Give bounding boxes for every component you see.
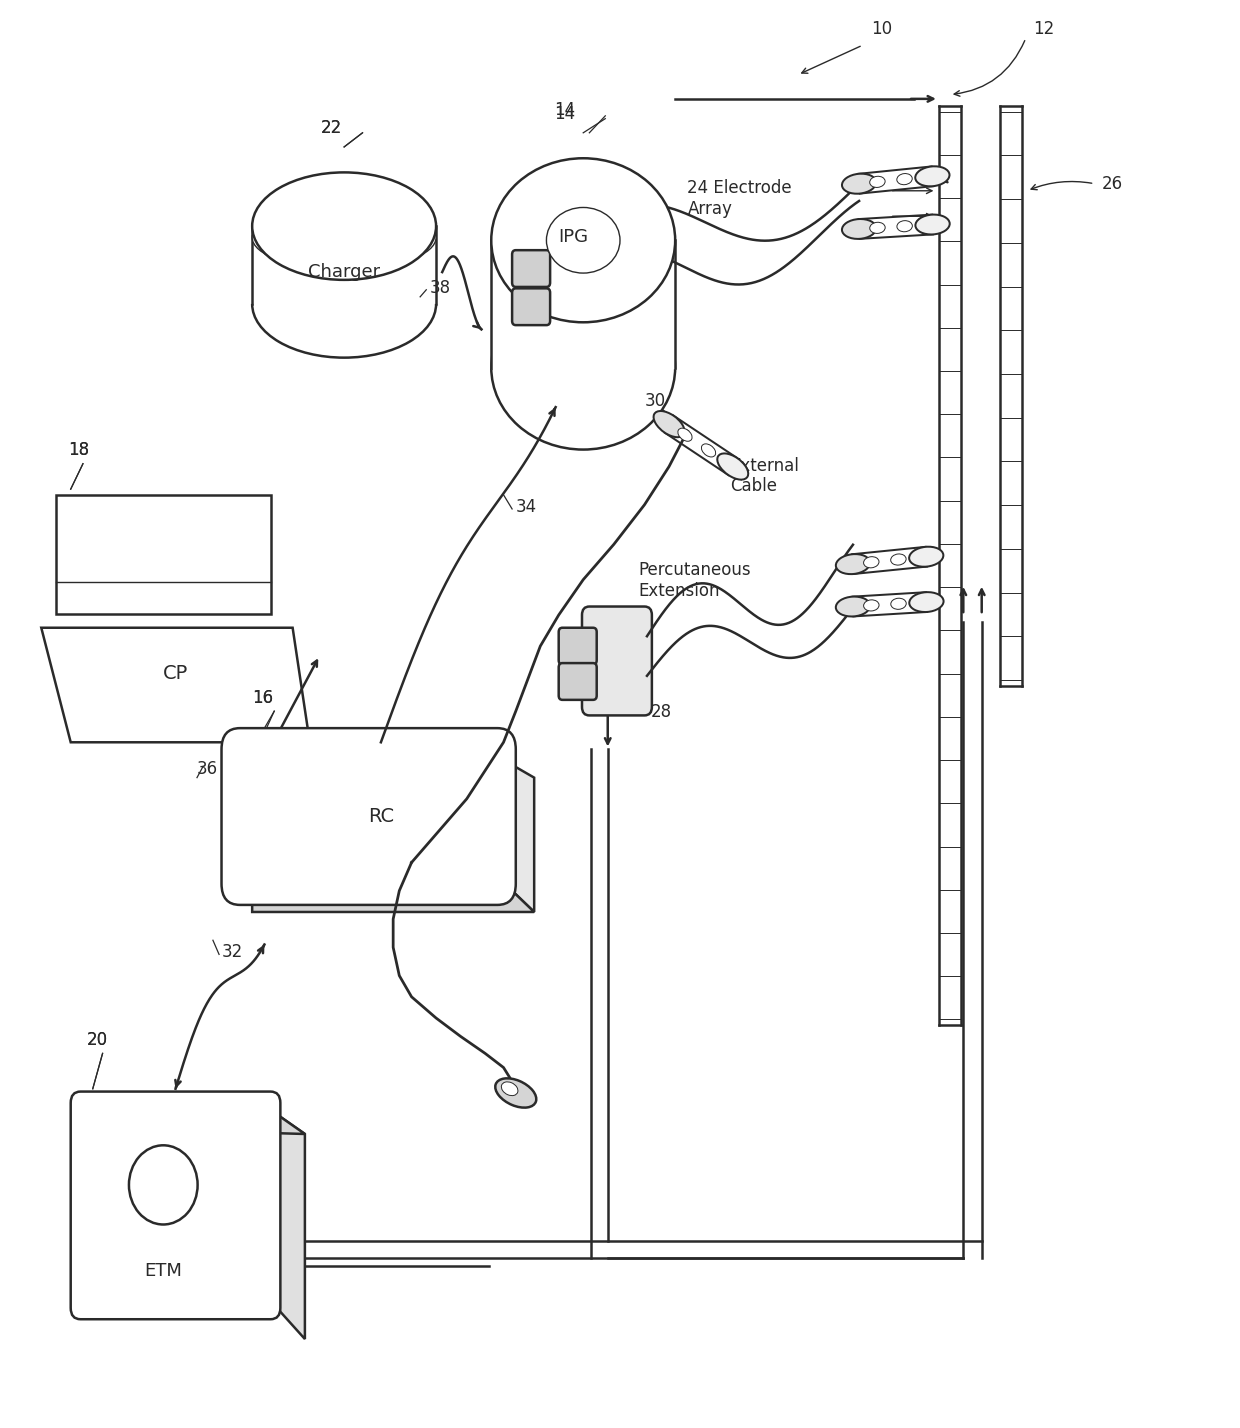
Ellipse shape [501, 1082, 518, 1095]
Text: IPG: IPG [558, 228, 589, 247]
Text: 30: 30 [645, 391, 666, 410]
Polygon shape [56, 496, 270, 614]
Text: 16: 16 [252, 688, 273, 707]
Ellipse shape [842, 218, 877, 238]
Polygon shape [252, 877, 534, 912]
FancyBboxPatch shape [582, 607, 652, 715]
Ellipse shape [897, 221, 913, 231]
Ellipse shape [909, 593, 944, 613]
Text: 18: 18 [68, 441, 89, 460]
Ellipse shape [869, 223, 885, 233]
Ellipse shape [909, 547, 944, 567]
Ellipse shape [491, 286, 675, 450]
Ellipse shape [890, 554, 906, 565]
Text: 34: 34 [516, 498, 537, 516]
Text: Charger: Charger [308, 263, 381, 281]
Ellipse shape [890, 598, 906, 610]
FancyBboxPatch shape [71, 1091, 280, 1319]
Ellipse shape [547, 207, 620, 273]
FancyBboxPatch shape [559, 663, 596, 700]
Text: RC: RC [368, 807, 394, 825]
Ellipse shape [491, 159, 675, 323]
Text: 20: 20 [87, 1031, 108, 1050]
Text: 12: 12 [1033, 20, 1054, 39]
Ellipse shape [836, 554, 870, 574]
FancyBboxPatch shape [512, 250, 551, 287]
Ellipse shape [897, 174, 913, 184]
Text: 26: 26 [1102, 174, 1123, 193]
Ellipse shape [842, 174, 877, 194]
Text: 38: 38 [430, 278, 451, 297]
Ellipse shape [678, 428, 692, 441]
Text: 10: 10 [872, 20, 893, 39]
Ellipse shape [717, 454, 748, 480]
FancyBboxPatch shape [559, 628, 596, 664]
Bar [252, 226, 436, 304]
Text: 14: 14 [554, 100, 575, 119]
Text: 22: 22 [321, 119, 342, 137]
Polygon shape [41, 628, 310, 743]
Text: Lead
Extension: Lead Extension [522, 230, 604, 268]
Text: 16: 16 [252, 688, 273, 707]
Polygon shape [497, 757, 534, 912]
Ellipse shape [869, 176, 885, 187]
Ellipse shape [915, 214, 950, 234]
Text: 24 Electrode
Array: 24 Electrode Array [687, 180, 792, 218]
Ellipse shape [915, 166, 950, 186]
Ellipse shape [863, 557, 879, 568]
Text: 20: 20 [87, 1031, 108, 1050]
Text: 18: 18 [68, 441, 89, 460]
Polygon shape [270, 1110, 305, 1339]
Text: ETM: ETM [144, 1262, 182, 1279]
Ellipse shape [495, 1078, 536, 1108]
Ellipse shape [863, 600, 879, 611]
Ellipse shape [252, 173, 436, 280]
Text: CP: CP [162, 664, 188, 683]
Text: 36: 36 [197, 760, 218, 778]
Ellipse shape [653, 411, 684, 437]
Ellipse shape [252, 206, 436, 270]
Circle shape [129, 1145, 197, 1224]
Ellipse shape [702, 444, 715, 457]
Text: 22: 22 [321, 119, 342, 137]
FancyBboxPatch shape [222, 728, 516, 905]
Text: External
Cable: External Cable [730, 457, 800, 496]
Text: Percutaneous
Extension: Percutaneous Extension [639, 561, 751, 600]
Text: 32: 32 [222, 944, 243, 961]
Text: 14: 14 [554, 104, 575, 123]
FancyBboxPatch shape [512, 288, 551, 326]
Ellipse shape [836, 597, 870, 617]
Text: 28: 28 [651, 703, 672, 721]
Polygon shape [91, 1102, 305, 1134]
